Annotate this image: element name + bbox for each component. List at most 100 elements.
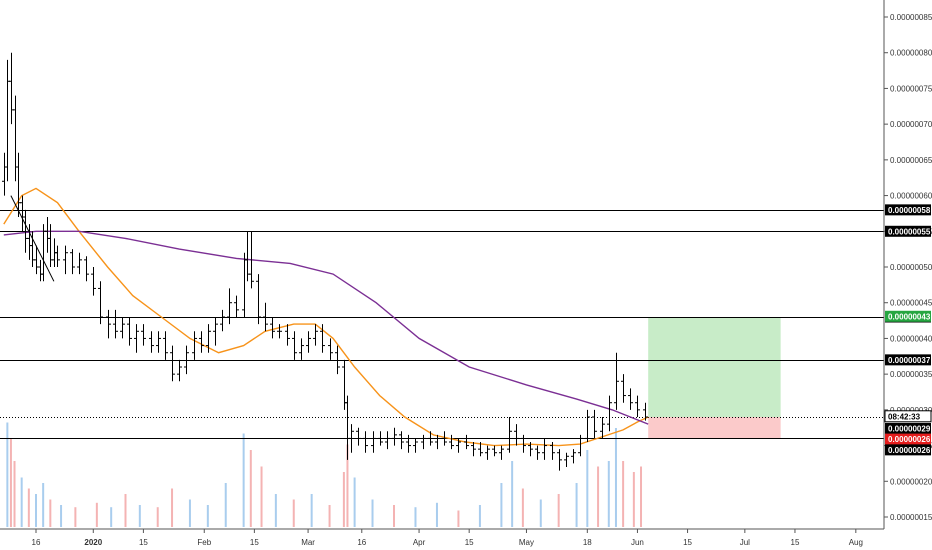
ohlc-bar <box>320 324 325 353</box>
ohlc-bar <box>643 402 648 421</box>
ohlc-bar <box>464 434 469 450</box>
ohlc-bar <box>564 452 569 467</box>
price-tag-label: 0.00000055 <box>888 227 931 236</box>
ohlc-bar <box>585 409 590 442</box>
ohlc-bar <box>371 431 376 453</box>
volume-bar <box>353 477 356 527</box>
ohlc-bar <box>542 438 547 460</box>
volume-bar <box>138 505 141 527</box>
ohlc-bar <box>478 442 483 457</box>
ohlc-bar <box>499 445 504 460</box>
ohlc-bar <box>299 338 304 360</box>
ohlc-bar <box>557 449 562 471</box>
y-tick-label: 0.00000060 <box>890 192 932 201</box>
volume-bar <box>9 439 12 527</box>
volume-bar <box>435 502 438 527</box>
price-tag-label: 0.00000058 <box>888 206 931 215</box>
ohlc-bar <box>528 442 533 457</box>
volume-bar <box>478 505 481 527</box>
x-tick-label: 15 <box>250 538 259 547</box>
volume-bar <box>242 433 245 527</box>
volume-bar <box>521 488 524 527</box>
volume-bar <box>35 494 37 527</box>
y-tick-label: 0.00000085 <box>890 13 932 22</box>
ohlc-bar <box>220 309 225 332</box>
price-tag-label: 08:42:33 <box>888 412 921 421</box>
price-tag: 08:42:33 <box>884 410 932 423</box>
price-tag-background <box>885 422 931 434</box>
y-tick-label: 0.00000015 <box>890 513 932 522</box>
volume-bar <box>171 488 174 527</box>
ohlc-bar <box>177 359 182 382</box>
moving-average-line <box>3 230 649 425</box>
volume-bar <box>342 472 345 527</box>
ohlc-bar <box>163 331 168 360</box>
ohlc-bar <box>385 431 390 450</box>
ohlc-bar <box>249 231 254 289</box>
volume-bar <box>622 461 625 527</box>
volume-bar <box>557 494 560 527</box>
ohlc-bar <box>349 424 354 453</box>
volume-bar <box>539 499 542 527</box>
volume-bar <box>260 466 263 527</box>
price-tag-label: 0.00000029 <box>888 424 931 433</box>
price-tag: 0.00000043 <box>885 310 931 322</box>
volume-bar <box>6 422 9 527</box>
price-tag-label: 0.00000026 <box>888 446 931 455</box>
ohlc-bar <box>335 345 340 375</box>
x-tick-label: Mar <box>301 538 315 547</box>
ohlc-bar <box>635 395 640 417</box>
x-tick-label: Aug <box>849 538 863 547</box>
x-tick-label: May <box>519 538 534 547</box>
ohlc-bar <box>378 431 383 446</box>
ohlc-bar <box>149 331 154 353</box>
time-axis[interactable]: 16 2020 15 Feb 15 Mar 16 Apr 15 May 18 Jun 15 Jul 15 Au… <box>32 529 863 547</box>
ohlc-bar <box>134 324 139 353</box>
x-tick-label: 15 <box>139 538 148 547</box>
ohlc-bar <box>507 417 512 453</box>
volume-bar <box>597 466 600 527</box>
ohlc-bar <box>292 331 297 360</box>
price-tag-label: 0.00000043 <box>888 312 931 321</box>
volume-bar <box>224 483 227 527</box>
ohlc-bar <box>170 345 175 382</box>
volume-bar <box>575 483 578 527</box>
volume-bar <box>393 505 395 527</box>
x-tick-label: 15 <box>683 538 692 547</box>
price-tag: 0.00000055 <box>885 225 931 237</box>
volume-bar <box>292 499 295 527</box>
ohlc-bars <box>2 52 648 471</box>
ohlc-bar <box>77 252 82 275</box>
ohlc-bar <box>256 274 261 325</box>
x-tick-label: Jun <box>631 538 644 547</box>
volume-bar <box>42 483 45 527</box>
ohlc-bar <box>206 324 211 353</box>
ohlc-bar <box>141 324 146 346</box>
ohlc-bar <box>485 445 490 460</box>
moving-average-line <box>3 187 649 447</box>
ohlc-bar <box>535 445 540 460</box>
ohlc-bar <box>413 438 418 453</box>
ohlc-bar <box>521 434 526 453</box>
ohlc-bar <box>98 281 103 325</box>
x-tick-label: Feb <box>197 538 211 547</box>
ohlc-bar <box>328 338 333 360</box>
volume-bars <box>6 422 643 527</box>
volume-bar <box>20 477 23 527</box>
price-tag-label: 0.00000037 <box>888 356 931 365</box>
ohlc-bar <box>571 449 576 464</box>
price-tag-background <box>884 410 932 423</box>
volume-bar <box>328 505 331 527</box>
ohlc-bar <box>600 417 605 439</box>
price-tag-background <box>885 225 931 237</box>
price-tag-background <box>885 354 931 366</box>
long-position-tool[interactable] <box>648 317 781 439</box>
volume-bar <box>74 507 77 527</box>
ohlc-bar <box>70 249 75 275</box>
ohlc-bar <box>607 395 612 432</box>
y-tick-label: 0.00000045 <box>890 299 932 308</box>
ohlc-bar <box>234 295 239 317</box>
ohlc-bar <box>578 434 583 457</box>
ohlc-bar <box>428 431 433 446</box>
